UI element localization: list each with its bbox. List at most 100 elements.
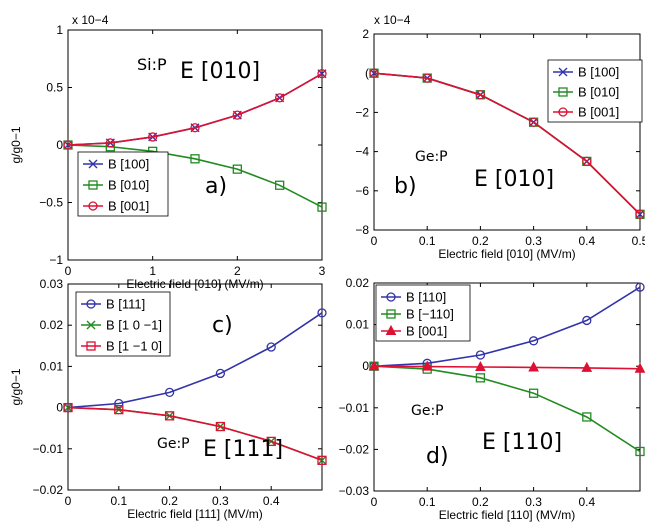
x-tick-label: 2	[234, 264, 241, 278]
y-tick-label: −0.5	[39, 196, 63, 210]
series-line	[67, 406, 323, 462]
series-line	[67, 73, 323, 146]
y-tick-label: 1	[56, 23, 63, 37]
y-tick-label: (	[365, 66, 369, 80]
data-point	[475, 350, 486, 360]
panel-d: 0 0.1 0.2 0.3 0.4 −0.03 −0.02 −0.01 0 0.01 0.02 Ele…	[339, 276, 645, 522]
series-line	[373, 286, 641, 367]
annotation: b)	[394, 174, 417, 199]
y-tick-label: −1	[49, 253, 63, 267]
legend-marker	[385, 324, 397, 335]
y-tick-label: 0.02	[346, 276, 370, 290]
y-tick-label: 0.03	[40, 277, 64, 291]
data-point	[421, 360, 433, 371]
x-tick-label: 0	[65, 264, 72, 278]
x-tick-label: 3	[319, 264, 326, 278]
annotation: Ge:P	[157, 436, 190, 452]
data-point	[232, 110, 242, 120]
data-point	[190, 123, 200, 133]
y-tick-label: 0	[56, 401, 63, 415]
y-axis-label: g/g0−1	[9, 368, 23, 405]
y-tick-label: −0.02	[33, 483, 64, 497]
data-point	[422, 73, 432, 83]
legend-label: B [001]	[578, 105, 619, 120]
y-tick-label: −0.01	[33, 442, 64, 456]
x-tick-label: 0	[371, 234, 378, 248]
data-point	[317, 455, 327, 465]
y-tick-label: 0.02	[40, 318, 64, 332]
y-tick-label: 0.01	[40, 359, 64, 373]
data-point	[190, 154, 200, 164]
data-point	[114, 398, 124, 409]
data-point	[581, 361, 593, 372]
data-point	[114, 405, 124, 415]
axis-exponent: x 10−4	[374, 13, 411, 27]
data-point	[475, 373, 486, 383]
y-tick-label: 2	[362, 27, 369, 41]
y-tick-label: 0.5	[46, 81, 63, 95]
series-line	[67, 312, 323, 409]
plot-frame	[67, 283, 323, 491]
x-tick-label: 0.4	[578, 234, 595, 248]
data-point	[63, 402, 73, 413]
legend-marker	[386, 309, 396, 319]
annotation: E [110]	[482, 430, 562, 455]
x-tick-label: 0.2	[472, 495, 489, 509]
legend-label: B [100]	[578, 65, 619, 80]
legend-marker	[86, 341, 96, 351]
x-tick-label: 0	[65, 494, 72, 508]
legend-marker	[558, 87, 568, 97]
legend-label: B [1 −1 0]	[106, 339, 162, 354]
x-axis-label: Electric field [111] (MV/m)	[127, 507, 263, 521]
legend-marker	[88, 201, 98, 211]
data-point	[635, 209, 645, 219]
panel-c: 0 0.1 0.2 0.3 0.4 −0.02 −0.01 0 0.01 0.02 0.03 Elec…	[9, 277, 327, 521]
legend-label: B [100]	[108, 157, 149, 172]
series-line	[373, 365, 641, 370]
legend-marker	[88, 159, 98, 169]
series-line	[373, 72, 641, 215]
x-axis-label: Electric field [110] (MV/m)	[439, 508, 575, 522]
annotation: E [010]	[180, 59, 260, 84]
data-point	[528, 336, 539, 346]
y-tick-label: −0.02	[339, 442, 370, 456]
data-point	[215, 368, 226, 379]
panel-b: 0 0.1 0.2 0.3 0.4 0.5 −8 −6 −4 −2 (2 Electric field…	[355, 13, 645, 261]
legend-marker	[88, 180, 98, 190]
series-line	[373, 365, 641, 453]
x-tick-label: 0.3	[525, 234, 542, 248]
data-point	[148, 132, 158, 142]
data-point	[215, 421, 226, 432]
x-tick-label: 0.4	[263, 494, 280, 508]
x-axis-label: Electric field [010] (MV/m)	[438, 247, 575, 261]
data-point	[528, 117, 539, 127]
legend-label: B [010]	[578, 85, 619, 100]
x-tick-label: 0.1	[419, 234, 436, 248]
legend-marker	[86, 299, 96, 309]
legend-label: B [1 0 −1]	[106, 318, 162, 333]
data-point	[105, 138, 115, 148]
data-point	[528, 388, 539, 398]
data-point	[369, 68, 379, 78]
series-line	[67, 406, 323, 462]
data-point	[232, 164, 242, 174]
data-point	[164, 411, 175, 421]
x-tick-label: 1	[149, 264, 156, 278]
data-point	[317, 308, 327, 318]
x-tick-label: 0.1	[110, 494, 127, 508]
x-tick-label: 0.2	[472, 234, 489, 248]
data-point	[475, 90, 486, 100]
legend-label: B [110]	[406, 290, 446, 305]
x-tick-label: 0	[371, 495, 378, 509]
x-tick-label: 0.5	[632, 234, 645, 248]
y-tick-label: −0.01	[339, 401, 370, 415]
y-axis-label: g/g0−1	[9, 126, 23, 163]
y-tick-label: −6	[355, 184, 369, 198]
x-tick-label: 0.4	[578, 495, 595, 509]
series-line	[67, 73, 323, 146]
data-point	[63, 140, 73, 150]
data-point	[582, 156, 592, 167]
y-tick-label: 0.01	[346, 318, 370, 332]
legend-marker	[86, 320, 96, 330]
